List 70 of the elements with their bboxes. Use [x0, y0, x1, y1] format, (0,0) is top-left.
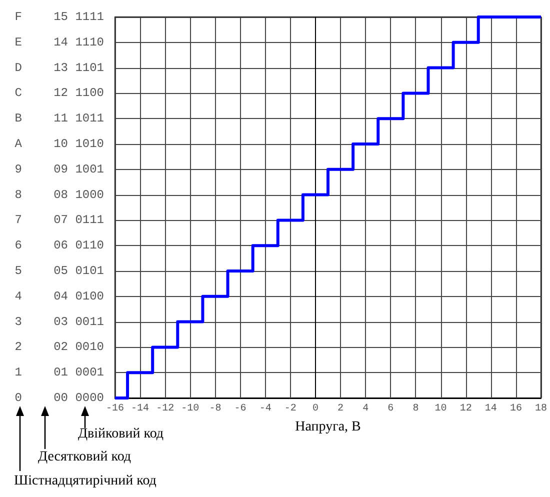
x-tick-label: -14 — [131, 404, 150, 414]
text: 0110 — [75, 238, 104, 253]
text: C — [14, 86, 22, 100]
text: 0001 — [75, 366, 104, 380]
x-tick-label: 12 — [460, 404, 472, 414]
text: 9 — [14, 162, 22, 176]
x-tick-label: -2 — [284, 404, 296, 414]
y-tick-label: 01 — [54, 366, 68, 380]
x-tick-label: 10 — [434, 404, 447, 414]
y-tick-label: 08 — [54, 188, 68, 202]
y-tick-label: 14 — [54, 35, 68, 50]
x-tick-label: 6 — [388, 404, 394, 414]
text: 1100 — [75, 86, 104, 100]
text: 0 — [14, 391, 22, 405]
x-tick-label: 16 — [510, 404, 522, 414]
text: 1001 — [75, 162, 104, 176]
text: B — [14, 112, 22, 126]
x-tick-label: -16 — [106, 404, 124, 414]
x-tick-label: -8 — [209, 404, 222, 414]
x-tick-label: 0 — [312, 404, 318, 414]
text: 0010 — [75, 340, 104, 354]
y-tick-label: 09 — [54, 162, 68, 176]
y-tick-label: 04 — [54, 289, 68, 304]
text: 1010 — [75, 137, 104, 151]
text: 0000 — [75, 391, 104, 405]
x-tick-label: 18 — [534, 404, 548, 414]
text: Десятковий код — [38, 450, 132, 464]
x-tick-label: -10 — [181, 404, 200, 414]
x-tick-label: -4 — [259, 404, 272, 414]
y-tick-label: 00 — [54, 391, 68, 405]
y-tick-label: 07 — [54, 213, 68, 228]
text: A — [14, 137, 23, 151]
text: 3 — [14, 314, 22, 329]
x-tick-label: 14 — [484, 404, 497, 414]
text: F — [14, 10, 22, 24]
text: 0100 — [75, 289, 104, 304]
x-tick-label: -12 — [156, 404, 174, 414]
x-tick-label: -6 — [234, 404, 246, 414]
text: E — [14, 35, 22, 50]
text: 5 — [14, 264, 22, 278]
text: 1 — [14, 366, 22, 380]
y-tick-label: 12 — [54, 86, 68, 100]
y-tick-label: 05 — [54, 264, 68, 278]
x-tick-label: 8 — [412, 404, 419, 414]
text: 1111 — [75, 10, 104, 24]
text: 2 — [14, 340, 22, 354]
x-tick-label: 2 — [338, 404, 344, 414]
text: D — [14, 60, 22, 75]
text: 6 — [14, 238, 22, 253]
y-tick-label: 03 — [54, 314, 68, 329]
text: 8 — [14, 188, 22, 202]
text: 0101 — [75, 264, 104, 278]
y-tick-label: 11 — [54, 112, 68, 126]
y-tick-label: 06 — [54, 238, 68, 253]
text: Двійковий код — [78, 426, 164, 442]
text: 0111 — [75, 213, 104, 228]
text: 0011 — [75, 314, 104, 329]
text: 4 — [14, 289, 22, 304]
x-tick-label: 4 — [362, 404, 369, 414]
text: 1000 — [75, 188, 104, 202]
text: 7 — [14, 213, 22, 228]
text: Шістнадцятирічний код — [14, 474, 156, 488]
text: 1011 — [75, 112, 104, 126]
y-tick-label: 02 — [54, 340, 68, 354]
y-tick-label: 15 — [54, 10, 68, 24]
text: 1101 — [75, 60, 104, 75]
x-axis-title: Напруга, В — [295, 420, 361, 434]
y-tick-label: 13 — [54, 60, 68, 75]
text: 1110 — [75, 35, 104, 50]
y-tick-label: 10 — [54, 137, 68, 151]
